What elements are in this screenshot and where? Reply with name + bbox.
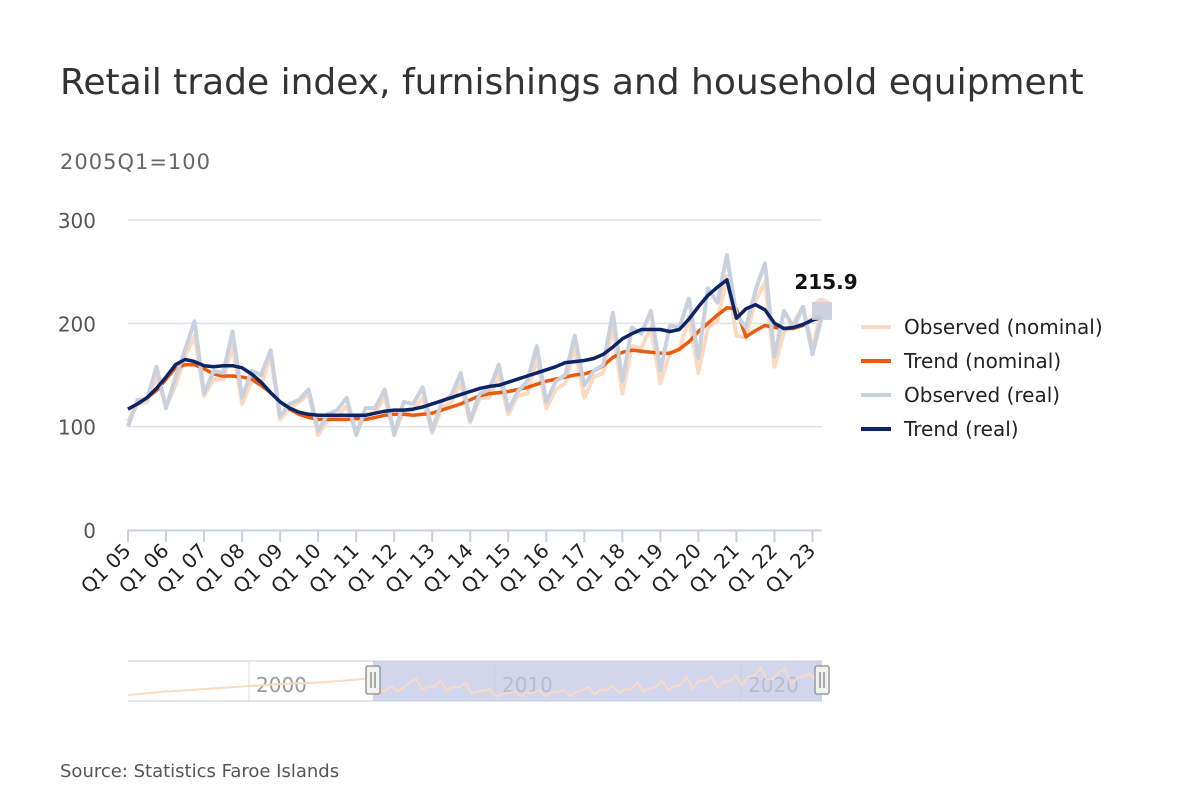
y-tick-label: 100 (58, 416, 96, 440)
range-navigator[interactable]: 200020102020 (127, 660, 830, 702)
y-axis: 0 100 200 300 (58, 209, 96, 543)
series-line-trend-real[interactable] (127, 278, 823, 418)
chart-title: Retail trade index, furnishings and hous… (60, 62, 1084, 103)
y-tick-label: 200 (58, 312, 96, 336)
legend-label: Trend (real) (903, 417, 1019, 441)
y-axis-unit-label: 2005Q1=100 (60, 150, 212, 174)
y-tick-label: 300 (58, 209, 96, 233)
legend-label: Observed (nominal) (904, 315, 1103, 339)
source-credit: Source: Statistics Faroe Islands (60, 761, 340, 782)
navigator-series (372, 665, 823, 698)
legend-label: Observed (real) (904, 383, 1060, 407)
navigator-series-history (127, 677, 374, 696)
data-label-value: 215.9 (794, 270, 857, 294)
legend-item-observed-real[interactable]: Observed (real) (861, 383, 1060, 407)
navigator-right-handle[interactable] (814, 665, 830, 695)
series-line-trend-nominal[interactable] (127, 306, 823, 422)
data-label-annotation: 215.9 (794, 270, 858, 320)
navigator-selected-range[interactable] (373, 661, 822, 701)
legend-item-observed-nominal[interactable]: Observed (nominal) (861, 315, 1103, 339)
handle-body (365, 665, 381, 695)
handle-body (814, 665, 830, 695)
legend-item-trend-real[interactable]: Trend (real) (861, 417, 1019, 441)
plot-series[interactable] (126, 253, 824, 437)
hovered-point-halo (812, 301, 832, 320)
legend-item-trend-nominal[interactable]: Trend (nominal) (861, 349, 1061, 373)
legend-label: Trend (nominal) (903, 349, 1061, 373)
legend[interactable]: Observed (nominal) Trend (nominal) Observe… (861, 315, 1103, 441)
y-tick-label: 0 (83, 519, 96, 543)
navigator-left-handle[interactable] (365, 665, 381, 695)
